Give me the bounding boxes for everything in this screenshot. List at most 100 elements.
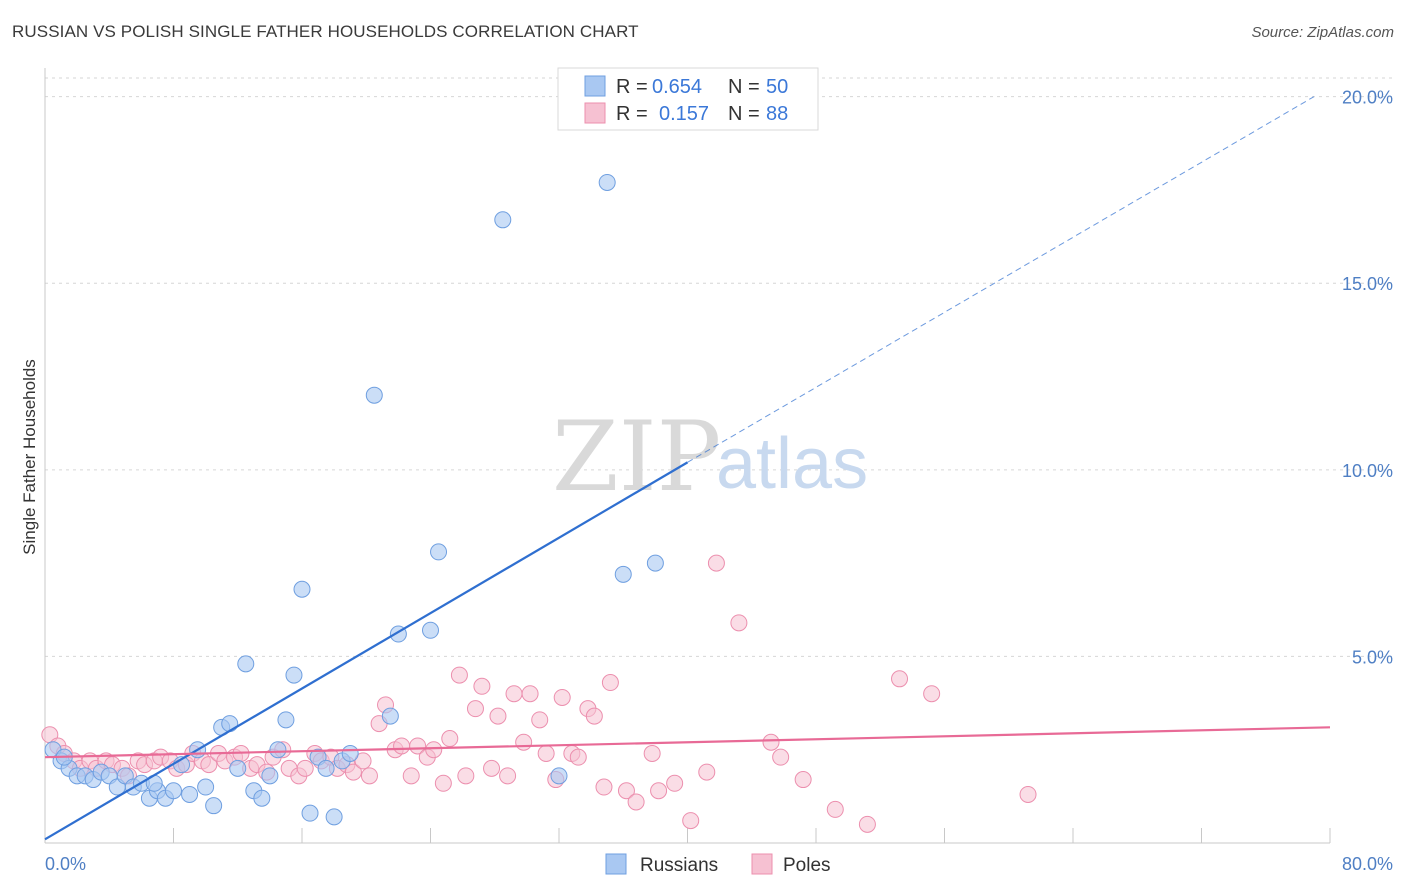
poles-point [466,700,484,718]
poles-point [601,674,619,692]
poles-point [569,748,587,766]
chart-title: RUSSIAN VS POLISH SINGLE FATHER HOUSEHOL… [12,22,639,41]
russians-point [293,580,311,598]
x-tick-label-min: 0.0% [45,854,86,874]
poles-point [794,771,812,789]
russians-point [269,741,287,759]
russians-points [44,173,664,826]
russians-point [614,565,632,583]
russians-point [381,707,399,725]
poles-point [489,707,507,725]
poles-point [537,744,555,762]
poles-point [826,800,844,818]
russians-point [494,211,512,229]
poles-point [666,774,684,792]
watermark-atlas: atlas [716,424,868,504]
russians-point [205,797,223,815]
series-legend: Russians Poles [605,853,831,876]
legend-n-value-russians: 50 [766,76,788,98]
poles-trend-line [44,726,1331,759]
poles-point [425,741,443,759]
poles-point [457,767,475,785]
russians-trend-line [44,461,689,841]
poles-point [650,782,668,800]
poles-point [450,666,468,684]
poles-point [434,774,452,792]
series-legend-label-poles: Poles [783,855,831,876]
y-tick-label: 5.0% [1352,647,1393,667]
poles-point [1019,785,1037,803]
poles-point [858,815,876,833]
legend-r-label-poles: R = [616,103,648,125]
legend-n-label-poles: N = [728,103,760,125]
poles-point [296,759,314,777]
russians-point [277,711,295,729]
poles-point [553,688,571,706]
poles-point [483,759,501,777]
poles-point [441,730,459,748]
poles-point [505,685,523,703]
poles-point [627,793,645,811]
legend-r-value-poles: 0.157 [659,103,709,125]
poles-point [698,763,716,781]
russians-point [237,655,255,673]
poles-point [585,707,603,725]
russians-point [253,789,271,807]
russians-point [285,666,303,684]
poles-point [473,677,491,695]
x-tick-label-max: 80.0% [1342,854,1393,874]
poles-point [521,685,539,703]
y-tick-label: 10.0% [1342,461,1393,481]
russians-point [550,767,568,785]
poles-point [531,711,549,729]
watermark-zip: ZIP [552,401,721,513]
x-minor-ticks [173,828,1331,843]
russians-point [598,173,616,191]
poles-point [772,748,790,766]
legend-swatch-russians [584,75,606,97]
poles-point [499,767,517,785]
poles-point [762,733,780,751]
poles-point [344,763,362,781]
poles-point [923,685,941,703]
russians-point [181,785,199,803]
russians-point [365,386,383,404]
russians-point [430,543,448,561]
russians-point [221,715,239,733]
russians-point [341,744,359,762]
legend-r-value-russians: 0.654 [652,76,702,98]
poles-point [354,752,372,770]
chart-source: Source: ZipAtlas.com [1251,24,1394,41]
poles-point [730,614,748,632]
russians-point [646,554,664,572]
poles-point [200,756,218,774]
series-legend-swatch-russians [605,853,627,875]
poles-point [360,767,378,785]
russians-point [261,767,279,785]
watermark: ZIP atlas [552,401,868,513]
y-tick-labels: 5.0% 10.0% 15.0% 20.0% [1342,88,1393,668]
russians-point [197,778,215,796]
series-legend-label-russians: Russians [640,855,718,876]
russians-point [229,759,247,777]
stats-legend: R = 0.654 N = 50 R = 0.157 N = 88 [557,67,819,131]
poles-point [402,767,420,785]
russians-point [165,782,182,800]
poles-point [891,670,909,688]
russians-point [325,808,343,826]
russians-point [301,804,319,822]
legend-n-label-russians: N = [728,76,760,98]
russians-trend-extension [687,96,1315,463]
poles-point [682,812,700,830]
legend-n-value-poles: 88 [766,103,788,125]
legend-r-label-russians: R = [616,76,648,98]
poles-point [409,737,427,755]
y-axis-label: Single Father Households [20,359,39,555]
poles-point [515,733,533,751]
russians-point [317,759,335,777]
russians-point [422,621,439,639]
poles-point [643,744,661,762]
poles-point [595,778,613,796]
poles-point [617,782,635,800]
